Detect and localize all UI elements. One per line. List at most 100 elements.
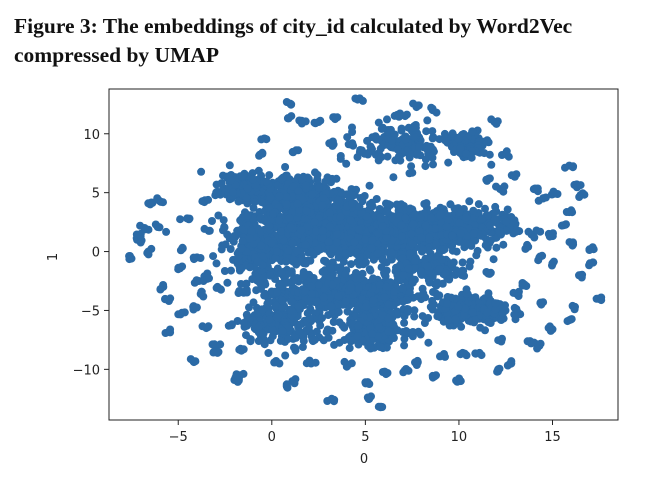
scatter-point xyxy=(420,200,429,208)
scatter-point xyxy=(432,240,441,249)
scatter-point xyxy=(454,302,463,311)
scatter-point xyxy=(430,224,439,233)
scatter-point xyxy=(347,283,355,292)
scatter-point xyxy=(288,238,297,247)
scatter-point xyxy=(395,261,404,270)
scatter-point xyxy=(575,271,583,280)
scatter-point xyxy=(466,257,475,266)
scatter-point xyxy=(248,275,257,284)
scatter-point xyxy=(278,327,287,335)
scatter-point xyxy=(501,301,509,310)
scatter-point xyxy=(484,269,493,278)
scatter-point xyxy=(361,258,370,267)
scatter-point xyxy=(382,282,391,291)
scatter-point xyxy=(308,336,317,344)
scatter-point xyxy=(318,201,327,210)
x-axis-ticks: −5 0 5 10 15 xyxy=(169,420,561,445)
scatter-point xyxy=(346,216,355,225)
scatter-point xyxy=(310,217,319,226)
scatter-point xyxy=(282,257,290,266)
scatter-point xyxy=(382,207,391,216)
scatter-point xyxy=(197,167,206,176)
scatter-point xyxy=(314,183,323,192)
scatter-point xyxy=(266,271,275,280)
scatter-point xyxy=(387,249,396,258)
scatter-point xyxy=(301,117,310,126)
scatter-point xyxy=(284,114,293,123)
scatter-point xyxy=(355,253,364,262)
scatter-point xyxy=(333,230,342,239)
scatter-point xyxy=(456,229,465,238)
scatter-point xyxy=(162,227,171,236)
scatter-point xyxy=(238,172,247,181)
scatter-point xyxy=(325,139,334,148)
scatter-point xyxy=(257,241,266,250)
scatter-point xyxy=(486,236,495,245)
scatter-point xyxy=(174,263,183,272)
scatter-point xyxy=(190,255,198,264)
scatter-point xyxy=(271,253,280,262)
scatter-point xyxy=(261,134,269,143)
scatter-point xyxy=(442,222,451,231)
scatter-point xyxy=(436,352,444,361)
scatter-point xyxy=(209,348,218,357)
scatter-point xyxy=(569,162,578,171)
scatter-point xyxy=(223,278,232,287)
scatter-point xyxy=(353,95,362,104)
scatter-point xyxy=(184,214,193,223)
scatter-point xyxy=(316,321,325,330)
scatter-point xyxy=(237,244,246,253)
scatter-point xyxy=(437,230,446,239)
scatter-point xyxy=(361,235,369,244)
scatter-point xyxy=(365,394,374,403)
scatter-point xyxy=(536,299,545,308)
scatter-point xyxy=(243,211,252,220)
scatter-point xyxy=(548,259,557,268)
scatter-point xyxy=(275,359,284,368)
scatter-point xyxy=(348,199,356,208)
scatter-point xyxy=(382,233,391,242)
scatter-point xyxy=(420,319,429,327)
scatter-point xyxy=(294,302,303,311)
scatter-point xyxy=(481,204,489,213)
scatter-point xyxy=(397,221,406,230)
scatter-point xyxy=(419,245,427,254)
scatter-point xyxy=(245,263,254,272)
scatter-point xyxy=(282,200,291,209)
scatter-point xyxy=(455,374,464,383)
scatter-point xyxy=(561,163,569,172)
y-tick-label: 10 xyxy=(83,128,100,143)
scatter-point xyxy=(497,316,506,324)
scatter-point xyxy=(432,371,440,380)
scatter-point xyxy=(524,227,533,236)
scatter-point xyxy=(423,262,432,271)
scatter-point xyxy=(433,292,442,301)
scatter-point xyxy=(469,229,478,238)
scatter-point xyxy=(298,175,307,184)
scatter-point xyxy=(245,234,254,243)
scatter-point xyxy=(250,198,259,207)
scatter-point xyxy=(492,119,501,128)
scatter-point xyxy=(424,338,433,347)
scatter-point xyxy=(329,244,338,253)
scatter-point xyxy=(262,177,271,186)
scatter-point xyxy=(378,222,387,230)
scatter-point xyxy=(409,220,418,229)
scatter-point xyxy=(404,264,413,273)
scatter-point xyxy=(304,323,313,332)
scatter-point xyxy=(347,359,356,368)
scatter-point xyxy=(265,315,274,324)
scatter-point xyxy=(532,226,541,235)
scatter-point xyxy=(355,284,363,293)
scatter-point xyxy=(299,272,308,281)
scatter-point xyxy=(282,382,291,391)
scatter-point xyxy=(197,287,206,296)
scatter-point xyxy=(406,204,415,213)
scatter-point xyxy=(502,217,511,226)
scatter-point xyxy=(468,308,477,317)
scatter-point xyxy=(398,232,406,241)
scatter-point xyxy=(242,331,250,340)
scatter-point xyxy=(208,217,216,225)
scatter-point xyxy=(477,215,486,223)
